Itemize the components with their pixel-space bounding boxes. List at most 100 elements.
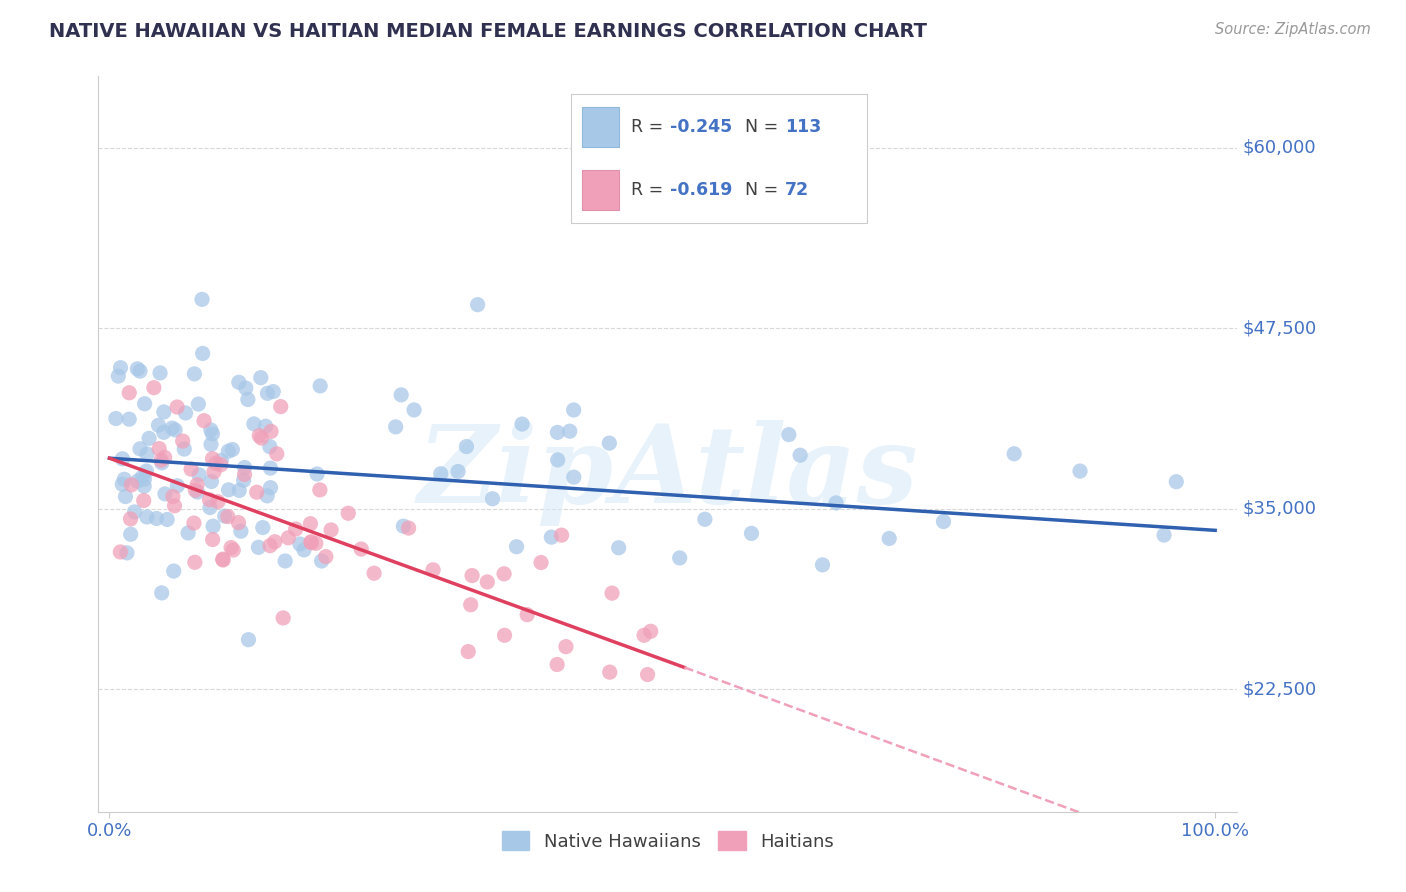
Point [236, 392, 259, 407]
Point [288, 537, 311, 551]
Point [212, 553, 235, 567]
Point [135, 464, 157, 478]
Point [607, 541, 630, 555]
Point [693, 512, 716, 526]
Point [259, 461, 281, 475]
Point [263, 534, 285, 549]
Point [558, 424, 581, 438]
Point [198, 500, 221, 515]
Point [162, 490, 184, 504]
Point [256, 489, 278, 503]
Point [200, 423, 222, 437]
Point [877, 532, 900, 546]
Point [668, 550, 690, 565]
Point [932, 515, 955, 529]
Point [299, 516, 322, 531]
Point [207, 494, 229, 508]
Point [389, 388, 412, 402]
Point [229, 524, 252, 539]
Point [120, 512, 142, 526]
Point [221, 442, 243, 457]
Point [398, 521, 420, 535]
Point [233, 467, 256, 482]
Point [120, 527, 142, 541]
Point [460, 598, 482, 612]
Point [156, 512, 179, 526]
Point [299, 535, 322, 549]
Point [107, 369, 129, 384]
Text: Source: ZipAtlas.com: Source: ZipAtlas.com [1215, 22, 1371, 37]
Point [166, 400, 188, 414]
Point [481, 491, 503, 506]
Point [115, 546, 138, 560]
Point [277, 531, 299, 545]
Point [270, 400, 292, 414]
Point [174, 406, 197, 420]
Point [148, 418, 170, 433]
Point [256, 386, 278, 401]
Point [274, 554, 297, 568]
Point [430, 467, 453, 481]
Point [201, 451, 224, 466]
Point [138, 431, 160, 445]
Point [145, 511, 167, 525]
Point [307, 467, 329, 481]
Point [217, 509, 239, 524]
Point [200, 437, 222, 451]
FancyBboxPatch shape [571, 95, 868, 223]
Point [233, 460, 256, 475]
Point [319, 523, 342, 537]
Point [308, 483, 330, 497]
Point [222, 543, 245, 558]
Point [1002, 447, 1025, 461]
Text: N =: N = [745, 181, 785, 199]
Point [384, 420, 406, 434]
Point [149, 366, 172, 380]
Point [299, 534, 322, 549]
Point [402, 403, 425, 417]
Point [494, 628, 516, 642]
Point [600, 586, 623, 600]
Point [598, 436, 620, 450]
FancyBboxPatch shape [582, 170, 619, 211]
Point [172, 434, 194, 448]
Point [124, 505, 146, 519]
Point [599, 665, 621, 680]
Point [633, 628, 655, 642]
Point [825, 496, 848, 510]
Point [350, 542, 373, 557]
Point [228, 376, 250, 390]
Point [129, 442, 152, 456]
Point [247, 541, 270, 555]
Point [422, 563, 444, 577]
Point [238, 632, 260, 647]
Point [135, 510, 157, 524]
Point [232, 473, 254, 487]
Point [546, 425, 568, 440]
Text: 72: 72 [785, 181, 810, 199]
Point [186, 485, 208, 500]
Point [505, 540, 527, 554]
Point [153, 450, 176, 465]
Point [150, 456, 173, 470]
Point [153, 487, 176, 501]
Point [457, 644, 479, 658]
Point [562, 403, 585, 417]
Point [637, 667, 659, 681]
Point [228, 516, 250, 530]
Point [260, 425, 283, 439]
Point [134, 472, 156, 486]
Point [118, 412, 141, 426]
Point [202, 519, 225, 533]
FancyBboxPatch shape [582, 107, 619, 147]
Point [127, 474, 149, 488]
Point [209, 453, 232, 467]
Point [184, 483, 207, 498]
Point [198, 492, 221, 507]
Point [311, 554, 333, 568]
Point [1069, 464, 1091, 478]
Point [110, 360, 132, 375]
Point [112, 472, 135, 486]
Point [186, 477, 208, 491]
Point [467, 298, 489, 312]
